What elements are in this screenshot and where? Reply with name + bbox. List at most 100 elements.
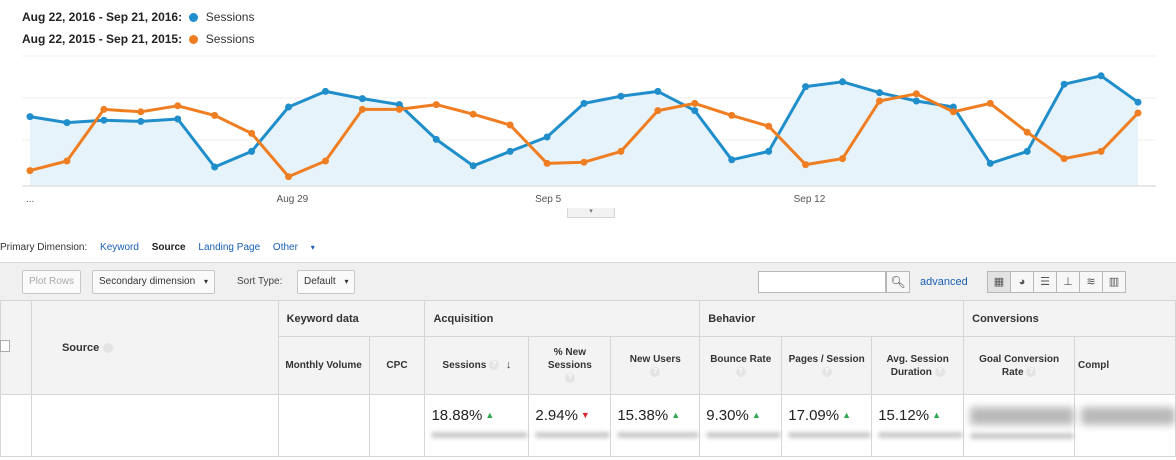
data-point[interactable] xyxy=(432,135,440,143)
help-icon[interactable] xyxy=(103,342,114,353)
dimension-keyword-link[interactable]: Keyword xyxy=(100,242,139,253)
data-point[interactable] xyxy=(248,147,256,155)
data-point[interactable] xyxy=(802,161,810,169)
source-column-header[interactable]: Source xyxy=(30,300,279,395)
data-point[interactable] xyxy=(617,147,625,155)
performance-view-icon[interactable]: ☰ xyxy=(1033,271,1057,293)
data-point[interactable] xyxy=(580,99,588,107)
data-point[interactable] xyxy=(506,147,514,155)
data-point[interactable] xyxy=(432,101,440,109)
col-avg-session-duration[interactable]: Avg. Session Duration ? xyxy=(871,336,965,395)
data-point[interactable] xyxy=(986,159,994,167)
data-point[interactable] xyxy=(506,121,514,129)
col-new-sessions[interactable]: % New Sessions ? xyxy=(528,336,612,395)
pie-chart-view-icon[interactable]: ◕ xyxy=(1010,271,1034,293)
data-point[interactable] xyxy=(728,156,736,164)
col-completions[interactable]: Compl xyxy=(1074,336,1176,395)
data-point[interactable] xyxy=(765,122,773,130)
help-icon[interactable]: ? xyxy=(735,366,746,377)
data-point[interactable] xyxy=(100,105,108,113)
col-sessions[interactable]: Sessions ? ↓ xyxy=(424,336,530,395)
data-point[interactable] xyxy=(949,103,957,111)
data-point[interactable] xyxy=(580,158,588,166)
data-point[interactable] xyxy=(1134,109,1142,117)
data-point[interactable] xyxy=(248,129,256,137)
term-cloud-view-icon[interactable]: ≋ xyxy=(1079,271,1103,293)
data-point[interactable] xyxy=(395,105,403,113)
col-cpc[interactable]: CPC xyxy=(368,336,426,395)
data-point[interactable] xyxy=(1060,80,1068,88)
legend-entry-current: Aug 22, 2016 - Sep 21, 2016: Sessions xyxy=(22,10,254,24)
data-point[interactable] xyxy=(1023,147,1031,155)
help-icon[interactable]: ? xyxy=(564,373,575,384)
data-point[interactable] xyxy=(802,83,810,91)
data-point[interactable] xyxy=(63,119,71,127)
data-point[interactable] xyxy=(1060,155,1068,163)
data-point[interactable] xyxy=(321,157,329,165)
sort-type-dropdown[interactable]: Default ▾ xyxy=(297,270,356,294)
pivot-view-icon[interactable]: ▥ xyxy=(1102,271,1126,293)
data-point[interactable] xyxy=(691,107,699,115)
dimension-other-dropdown[interactable]: Other ▾ xyxy=(273,242,325,253)
help-icon[interactable]: ? xyxy=(650,366,661,377)
data-point[interactable] xyxy=(1134,98,1142,106)
data-point[interactable] xyxy=(543,133,551,141)
data-point[interactable] xyxy=(211,163,219,171)
dimension-landing-page-link[interactable]: Landing Page xyxy=(198,242,261,253)
data-point[interactable] xyxy=(654,87,662,95)
data-point[interactable] xyxy=(137,108,145,116)
col-new-users[interactable]: New Users ? xyxy=(610,336,701,395)
data-point[interactable] xyxy=(358,105,366,113)
col-monthly-volume[interactable]: Monthly Volume xyxy=(277,336,370,395)
chart-collapse-toggle[interactable]: ▾ xyxy=(567,208,615,218)
data-point[interactable] xyxy=(912,90,920,98)
data-point[interactable] xyxy=(137,117,145,125)
data-point[interactable] xyxy=(358,95,366,103)
data-point[interactable] xyxy=(691,99,699,107)
data-point[interactable] xyxy=(1023,128,1031,136)
data-point[interactable] xyxy=(395,101,403,109)
help-icon[interactable]: ? xyxy=(821,366,832,377)
data-point[interactable] xyxy=(765,147,773,155)
data-point[interactable] xyxy=(986,99,994,107)
data-table-view-icon[interactable]: ▦ xyxy=(987,271,1011,293)
help-icon[interactable]: ? xyxy=(489,360,500,371)
col-goal-conversion-rate[interactable]: Goal Conversion Rate ? xyxy=(963,336,1076,395)
data-point[interactable] xyxy=(211,111,219,119)
data-point[interactable] xyxy=(949,108,957,116)
advanced-filter-link[interactable]: advanced xyxy=(920,276,968,288)
data-point[interactable] xyxy=(1097,72,1105,80)
data-point[interactable] xyxy=(63,157,71,165)
data-point[interactable] xyxy=(839,78,847,86)
help-icon[interactable]: ? xyxy=(1026,366,1037,377)
arrow-up-icon: ▲ xyxy=(932,410,941,420)
data-point[interactable] xyxy=(26,167,34,175)
data-point[interactable] xyxy=(321,87,329,95)
data-point[interactable] xyxy=(839,155,847,163)
data-point[interactable] xyxy=(285,103,293,111)
data-point[interactable] xyxy=(174,115,182,123)
col-bounce-rate[interactable]: Bounce Rate ? xyxy=(699,336,783,395)
data-point[interactable] xyxy=(543,159,551,167)
data-point[interactable] xyxy=(875,89,883,97)
select-all-checkbox[interactable] xyxy=(0,340,10,352)
comparison-view-icon[interactable]: ⊥ xyxy=(1056,271,1080,293)
col-pages-session[interactable]: Pages / Session ? xyxy=(781,336,873,395)
data-point[interactable] xyxy=(26,113,34,121)
table-search-input[interactable] xyxy=(758,271,886,293)
data-point[interactable] xyxy=(875,97,883,105)
data-point[interactable] xyxy=(617,92,625,100)
secondary-dimension-dropdown[interactable]: Secondary dimension ▾ xyxy=(92,270,215,294)
data-point[interactable] xyxy=(728,111,736,119)
data-point[interactable] xyxy=(912,97,920,105)
plot-rows-button[interactable]: Plot Rows xyxy=(22,270,82,294)
data-point[interactable] xyxy=(285,173,293,181)
data-point[interactable] xyxy=(100,116,108,124)
data-point[interactable] xyxy=(469,110,477,118)
search-icon[interactable]: 🔍︎ xyxy=(886,271,910,293)
data-point[interactable] xyxy=(469,162,477,170)
data-point[interactable] xyxy=(174,102,182,110)
help-icon[interactable]: ? xyxy=(934,366,945,377)
data-point[interactable] xyxy=(654,107,662,115)
data-point[interactable] xyxy=(1097,147,1105,155)
